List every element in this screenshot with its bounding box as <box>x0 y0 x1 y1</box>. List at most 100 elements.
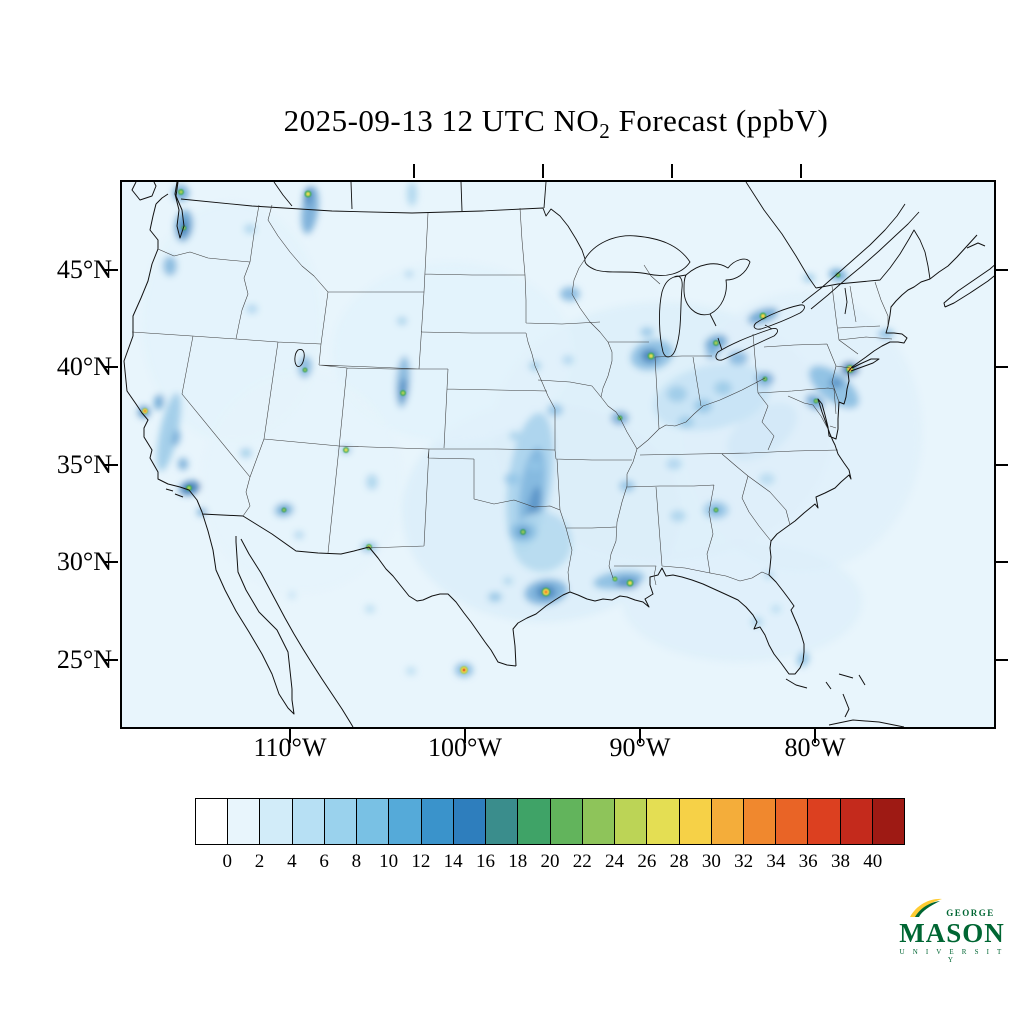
no2-plume <box>397 317 407 325</box>
colorbar-tick-label: 4 <box>287 851 297 872</box>
gmu-leaf-icon <box>910 898 943 917</box>
axis-tick <box>104 659 118 661</box>
colorbar-tick-label: 38 <box>830 851 850 872</box>
no2-plume <box>728 351 748 365</box>
no2-plume <box>407 182 417 206</box>
colorbar-cell <box>711 799 744 844</box>
axis-tick <box>994 561 1008 563</box>
colorbar-cell <box>292 799 325 844</box>
colorbar-cell <box>679 799 712 844</box>
colorbar-cell <box>743 799 777 844</box>
gmu-university-text: U N I V E R S I T Y <box>899 948 1005 964</box>
map-plot <box>120 180 996 729</box>
no2-plume <box>512 512 572 572</box>
no2-plume <box>163 256 177 276</box>
no2-plume <box>726 402 798 462</box>
no2-plume <box>366 474 378 490</box>
axis-tick <box>639 729 641 743</box>
no2-plume <box>666 458 682 470</box>
no2-plume <box>771 605 781 613</box>
gmu-leaf-green <box>915 901 941 917</box>
axis-tick <box>464 729 466 743</box>
no2-hotspot <box>282 508 286 512</box>
no2-hotspot <box>613 577 617 581</box>
no2-plume <box>156 392 182 472</box>
lat-tick-label: 25°N <box>56 645 112 674</box>
colorbar-tick-label: 14 <box>443 851 463 872</box>
axis-tick <box>671 164 673 178</box>
colorbar-cell <box>647 799 680 844</box>
no2-plume <box>178 458 188 470</box>
no2-plume <box>365 605 375 613</box>
no2-plume <box>504 473 520 485</box>
no2-plume <box>244 224 256 234</box>
colorbar-tick-label: 12 <box>411 851 431 872</box>
colorbar-tick-label: 20 <box>540 851 560 872</box>
no2-plume <box>406 667 416 675</box>
no2-plume <box>562 355 574 365</box>
no2-hotspot <box>187 486 191 490</box>
gmu-logo: GEORGE MASON U N I V E R S I T Y <box>894 894 1010 964</box>
colorbar-cell <box>486 799 519 844</box>
colorbar-tick-label: 26 <box>637 851 657 872</box>
axis-tick <box>104 464 118 466</box>
no2-hotspot <box>144 410 146 412</box>
no2-plume <box>294 531 304 539</box>
lakes-outline-path <box>294 235 848 367</box>
colorbar-cell <box>196 799 229 844</box>
no2-hotspot <box>306 192 310 196</box>
lat-tick-label: 45°N <box>56 255 112 284</box>
no2-hotspot <box>401 391 405 395</box>
colorbar-cell <box>872 799 905 844</box>
colorbar-cell <box>776 799 809 844</box>
axis-tick <box>814 729 816 743</box>
colorbar-tick-label: 36 <box>798 851 818 872</box>
colorbar-tick-label: 30 <box>701 851 721 872</box>
colorbar-tick-label: 10 <box>379 851 399 872</box>
colorbar-cell <box>260 799 293 844</box>
colorbar-cell <box>324 799 358 844</box>
no2-plume <box>622 542 862 662</box>
colorbar-cell <box>228 799 261 844</box>
colorbar <box>195 798 905 845</box>
no2-plume <box>528 461 542 471</box>
no2-plume <box>640 327 654 337</box>
axis-tick <box>542 164 544 178</box>
no2-plume <box>759 473 775 485</box>
no2-plume <box>202 372 402 592</box>
colorbar-cell <box>518 799 551 844</box>
axis-tick <box>104 269 118 271</box>
no2-plume <box>240 448 252 458</box>
axis-tick <box>800 164 802 178</box>
axis-tick <box>104 366 118 368</box>
no2-plume <box>488 592 502 602</box>
no2-hotspot <box>814 399 818 403</box>
no2-plume <box>171 430 181 446</box>
colorbar-tick-label: 0 <box>222 851 233 872</box>
colorbar-tick-label: 6 <box>319 851 329 872</box>
no2-plume <box>878 329 894 339</box>
lat-tick-label: 30°N <box>56 547 112 576</box>
axis-tick <box>413 164 415 178</box>
colorbar-cell <box>357 799 390 844</box>
gmu-mason-text: MASON <box>899 918 1005 948</box>
no2-hotspot <box>628 581 632 585</box>
no2-plume <box>829 378 843 388</box>
no2-plume <box>509 431 521 441</box>
no2-plume <box>297 356 313 378</box>
chart-title-subscript: 2 <box>599 119 611 144</box>
no2-plume <box>405 271 413 277</box>
axis-tick <box>994 464 1008 466</box>
colorbar-cell <box>421 799 454 844</box>
no2-plume <box>714 381 732 395</box>
colorbar-tick-label: 8 <box>351 851 362 872</box>
no2-plume <box>153 394 165 410</box>
no2-plume <box>288 591 296 599</box>
coastline-path <box>123 182 994 727</box>
no2-plume <box>667 386 687 402</box>
no2-hotspot <box>714 341 718 345</box>
colorbar-cell <box>453 799 487 844</box>
colorbar-cell <box>582 799 616 844</box>
colorbar-cell <box>808 799 841 844</box>
axis-tick <box>994 269 1008 271</box>
